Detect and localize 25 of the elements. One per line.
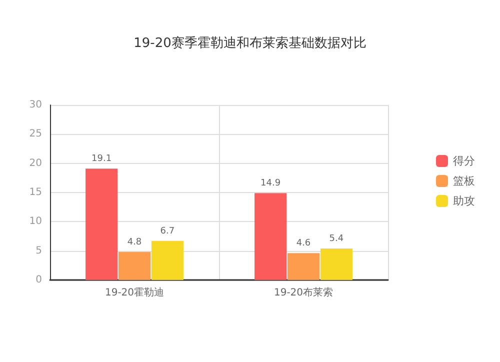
data-label: 19.1 — [92, 154, 112, 164]
legend-label: 助攻 — [453, 194, 475, 208]
bar — [320, 248, 352, 280]
data-label: 6.7 — [160, 226, 175, 236]
y-tick-label: 15 — [29, 187, 42, 198]
y-tick-label: 0 — [36, 274, 42, 286]
bar — [288, 253, 320, 280]
bar — [151, 240, 184, 280]
y-tick-label: 5 — [36, 245, 42, 256]
bar — [118, 252, 150, 280]
legend-label: 得分 — [453, 154, 475, 168]
data-label: 5.4 — [329, 234, 344, 244]
y-tick-label: 10 — [29, 216, 42, 228]
chart-title: 19-20赛季霍勒迪和布莱索基础数据对比 — [134, 35, 366, 51]
y-tick-label: 30 — [29, 100, 42, 110]
bar — [86, 168, 118, 280]
data-label: 4.8 — [127, 238, 142, 248]
data-label: 14.9 — [260, 178, 281, 189]
data-label: 4.6 — [296, 238, 311, 249]
y-tick-label: 20 — [29, 158, 42, 169]
bar — [254, 193, 287, 280]
legend-label: 篮板 — [453, 174, 475, 188]
x-tick-label: 19-20布莱索 — [274, 286, 334, 298]
x-tick-label: 19-20霍勒迪 — [104, 286, 164, 298]
y-tick-label: 25 — [29, 128, 42, 140]
